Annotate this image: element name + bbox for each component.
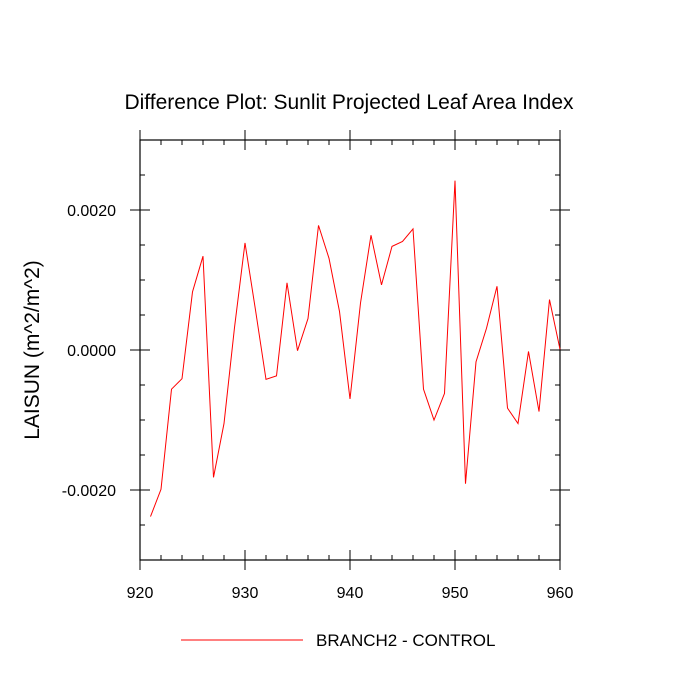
x-tick-label: 940 <box>337 585 364 602</box>
y-tick-label: 0.0000 <box>67 343 116 360</box>
plot-frame <box>139 139 561 561</box>
series-layer <box>150 180 561 517</box>
x-tick-label: 930 <box>232 585 259 602</box>
y-tick-label: 0.0020 <box>67 203 116 220</box>
series-line <box>150 180 561 517</box>
x-tick-label: 920 <box>127 585 154 602</box>
chart-title: Difference Plot: Sunlit Projected Leaf A… <box>124 91 574 114</box>
tick-labels: 920 930 940 950 960 -0.0020 0.0000 0.0020 <box>62 203 574 602</box>
y-tick-label: -0.0020 <box>62 483 116 500</box>
axis-ticks <box>130 130 570 570</box>
x-tick-label: 960 <box>547 585 574 602</box>
legend-label: BRANCH2 - CONTROL <box>316 631 495 650</box>
legend: BRANCH2 - CONTROL <box>181 631 495 650</box>
y-axis-label: LAISUN (m^2/m^2) <box>21 260 44 440</box>
x-tick-label: 950 <box>442 585 469 602</box>
